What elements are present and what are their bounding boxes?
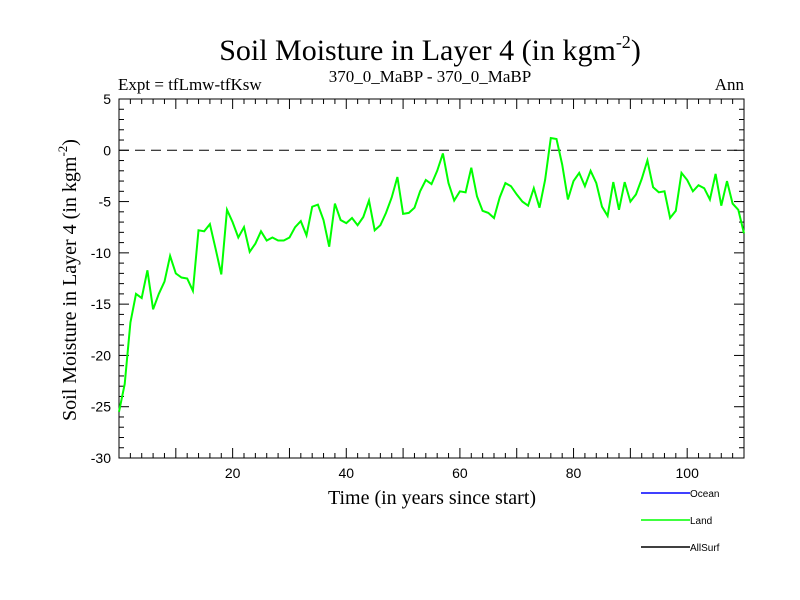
x-tick-label: 80: [566, 465, 582, 481]
x-axis: 20 40 60 80 100: [118, 99, 745, 481]
y-tick-label: -10: [91, 245, 111, 261]
x-tick-label: 40: [338, 465, 354, 481]
y-tick-label: -30: [91, 450, 111, 466]
plot-border: [118, 98, 745, 459]
y-axis-label: Soil Moisture in Layer 4 (in kgm-2): [55, 139, 81, 421]
y-tick-label: -25: [91, 399, 111, 415]
x-tick-label: 100: [676, 465, 700, 481]
plot-frame: [118, 98, 745, 459]
legend-item-allsurf: AllSurf: [641, 543, 720, 554]
y-axis: 5 0 -5 -10 -15 -20 -25 -30: [91, 91, 744, 466]
season-label: Ann: [715, 75, 745, 94]
y-tick-label: 5: [103, 91, 111, 107]
x-axis-label: Time (in years since start): [328, 487, 536, 509]
y-tick-label: -15: [91, 296, 111, 312]
legend-item-ocean: Ocean: [641, 489, 719, 500]
y-tick-label: -5: [99, 194, 112, 210]
legend-label-ocean: Ocean: [690, 489, 719, 500]
chart-title: Soil Moisture in Layer 4 (in kgm-2): [219, 32, 641, 67]
legend-item-land: Land: [641, 516, 712, 527]
comparison-label: 370_0_MaBP - 370_0_MaBP: [329, 67, 531, 86]
legend-label-land: Land: [690, 516, 712, 527]
legend-label-allsurf: AllSurf: [690, 543, 720, 554]
y-tick-label: -20: [91, 347, 111, 363]
x-tick-label: 60: [452, 465, 468, 481]
y-tick-label: 0: [103, 142, 111, 158]
legend: Ocean Land AllSurf: [641, 489, 720, 554]
x-tick-label: 20: [225, 465, 241, 481]
series-line-land: [118, 136, 745, 413]
experiment-label: Expt = tfLmw-tfKsw: [118, 75, 262, 94]
